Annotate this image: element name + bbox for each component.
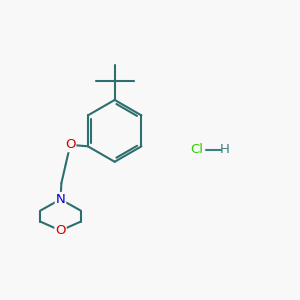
Text: O: O	[65, 138, 76, 151]
Text: Cl: Cl	[190, 143, 204, 157]
Text: N: N	[56, 193, 65, 206]
Text: O: O	[55, 224, 66, 237]
Text: H: H	[220, 143, 230, 157]
